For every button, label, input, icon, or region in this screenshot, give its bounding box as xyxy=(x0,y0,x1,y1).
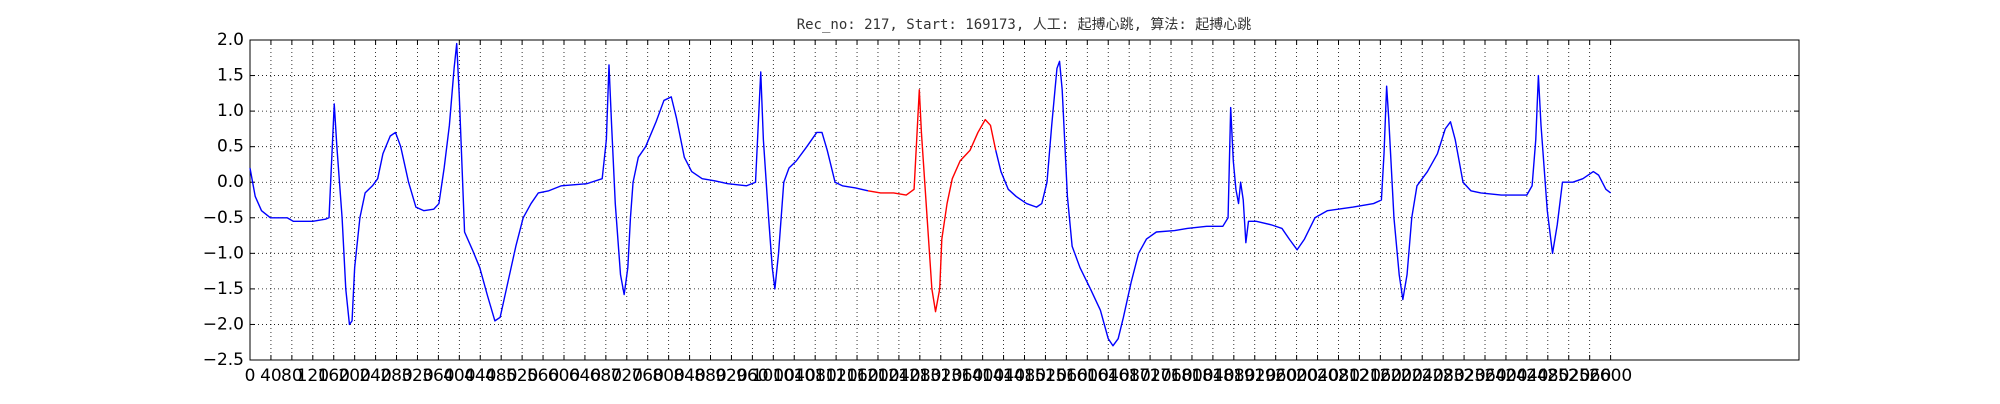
x-tick-label: 2160 xyxy=(1359,366,1402,386)
x-tick-label: 40 xyxy=(260,366,282,386)
y-tick-label: −1.0 xyxy=(203,243,244,263)
x-tick-label: 160 xyxy=(318,366,350,386)
x-tick-label: 1960 xyxy=(1254,366,1297,386)
x-tick-label: 2000 xyxy=(1275,366,1318,386)
x-tick-label: 80 xyxy=(281,366,303,386)
x-tick-label: 2320 xyxy=(1442,366,1485,386)
x-tick-label: 680 xyxy=(590,366,622,386)
x-tick-label: 440 xyxy=(464,366,496,386)
y-tick-label: 2.0 xyxy=(217,30,244,50)
x-tick-label: 2560 xyxy=(1568,366,1611,386)
y-tick-label: 1.0 xyxy=(217,101,244,121)
x-tick-label: 1480 xyxy=(1003,366,1046,386)
x-tick-label: 920 xyxy=(715,366,747,386)
x-tick-label: 1600 xyxy=(1066,366,1109,386)
x-tick-label: 1360 xyxy=(940,366,983,386)
x-tick-label: 1040 xyxy=(773,366,816,386)
x-tick-label: 1720 xyxy=(1128,366,1171,386)
x-tick-label: 400 xyxy=(443,366,475,386)
x-tick-label: 120 xyxy=(297,366,329,386)
x-tick-label: 480 xyxy=(485,366,517,386)
x-tick-label: 0 xyxy=(245,366,256,386)
x-tick-label: 280 xyxy=(380,366,412,386)
x-tick-label: 1560 xyxy=(1045,366,1088,386)
x-tick-label: 200 xyxy=(338,366,370,386)
ecg-line xyxy=(867,89,997,313)
x-tick-label: 800 xyxy=(652,366,684,386)
y-tick-label: 1.5 xyxy=(217,66,244,86)
x-tick-label: 560 xyxy=(527,366,559,386)
x-tick-label: 1520 xyxy=(1024,366,1067,386)
x-tick-label: 1240 xyxy=(877,366,920,386)
y-tick-label: −1.5 xyxy=(203,279,244,299)
x-tick-label: 600 xyxy=(548,366,580,386)
x-tick-label: 1000 xyxy=(752,366,795,386)
x-tick-label: 1120 xyxy=(814,366,857,386)
x-tick-label: 1280 xyxy=(898,366,941,386)
x-tick-label: 2280 xyxy=(1422,366,1465,386)
x-tick-label: 2240 xyxy=(1401,366,1444,386)
x-tick-label: 1880 xyxy=(1212,366,1255,386)
x-tick-label: 1400 xyxy=(961,366,1004,386)
x-tick-label: 1760 xyxy=(1149,366,1192,386)
x-tick-label: 720 xyxy=(611,366,643,386)
x-tick-label: 1640 xyxy=(1087,366,1130,386)
x-tick-label: 760 xyxy=(631,366,663,386)
y-tick-label: 0.0 xyxy=(217,172,244,192)
x-tick-label: 360 xyxy=(422,366,454,386)
x-tick-label: 320 xyxy=(401,366,433,386)
x-tick-label: 240 xyxy=(359,366,391,386)
x-tick-label: 2440 xyxy=(1505,366,1548,386)
x-tick-label: 2120 xyxy=(1338,366,1381,386)
x-tick-label: 2360 xyxy=(1463,366,1506,386)
x-tick-label: 1160 xyxy=(835,366,878,386)
x-tick-label: 1320 xyxy=(919,366,962,386)
x-tick-label: 2480 xyxy=(1526,366,1569,386)
x-tick-label: 1680 xyxy=(1108,366,1151,386)
x-tick-label: 1840 xyxy=(1191,366,1234,386)
x-tick-label: 1920 xyxy=(1233,366,1276,386)
chart-title: Rec_no: 217, Start: 169173, 人工: 起搏心跳, 算法… xyxy=(797,16,1252,33)
x-tick-label: 2600 xyxy=(1589,366,1632,386)
x-tick-label: 2080 xyxy=(1317,366,1360,386)
y-tick-label: −2.5 xyxy=(203,350,244,370)
plot-frame xyxy=(249,39,1800,361)
x-tick-label: 520 xyxy=(506,366,538,386)
x-tick-label: 2040 xyxy=(1296,366,1339,386)
x-tick-label: 1200 xyxy=(856,366,899,386)
x-tick-label: 1440 xyxy=(982,366,1025,386)
x-tick-label: 640 xyxy=(569,366,601,386)
x-tick-label: 960 xyxy=(736,366,768,386)
x-tick-label: 2520 xyxy=(1547,366,1590,386)
x-tick-label: 840 xyxy=(673,366,705,386)
y-tick-label: 0.5 xyxy=(217,137,244,157)
y-tick-label: −2.0 xyxy=(203,314,244,334)
ecg-line xyxy=(249,42,1612,347)
x-tick-label: 2400 xyxy=(1484,366,1527,386)
x-tick-label: 2200 xyxy=(1380,366,1423,386)
x-tick-label: 1800 xyxy=(1170,366,1213,386)
x-tick-label: 880 xyxy=(694,366,726,386)
x-tick-label: 1080 xyxy=(794,366,837,386)
y-tick-label: −0.5 xyxy=(203,208,244,228)
